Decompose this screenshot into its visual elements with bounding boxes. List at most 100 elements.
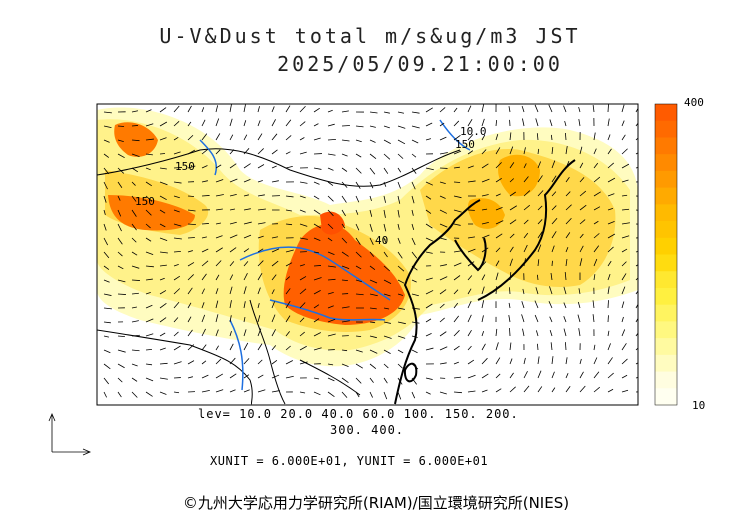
wind-vector xyxy=(131,125,138,127)
wind-vector xyxy=(411,125,420,129)
wind-vector xyxy=(621,329,626,337)
wind-vector xyxy=(523,370,528,379)
wind-vector xyxy=(145,377,154,382)
wind-vector xyxy=(551,231,557,239)
wind-vector xyxy=(103,363,111,370)
wind-vector xyxy=(369,167,376,175)
wind-vector xyxy=(173,181,182,184)
wind-vector xyxy=(593,148,597,155)
wind-vector xyxy=(453,150,462,155)
wind-vector xyxy=(621,148,628,155)
wind-vector xyxy=(550,134,553,141)
title-line-1: U-V&Dust total m/s&ug/m3 JST xyxy=(159,24,581,48)
wind-vector xyxy=(439,362,447,365)
wind-vector xyxy=(425,391,431,395)
wind-vector xyxy=(355,293,364,296)
wind-vector xyxy=(536,133,539,141)
wind-vector xyxy=(159,264,167,267)
wind-vector xyxy=(117,377,123,383)
wind-vector xyxy=(173,288,181,295)
wind-vector xyxy=(201,302,205,309)
wind-vector xyxy=(117,293,126,295)
wind-vector xyxy=(411,153,417,158)
wind-vector xyxy=(201,180,208,183)
wind-vector xyxy=(537,175,543,183)
wind-vector xyxy=(369,223,373,232)
wind-vector xyxy=(159,121,168,127)
wind-vector xyxy=(621,208,630,211)
wind-vector xyxy=(621,235,630,239)
wind-vector xyxy=(369,265,376,270)
wind-vector xyxy=(383,139,391,144)
wind-vector xyxy=(229,118,233,127)
coast-taiwan xyxy=(403,362,418,383)
wind-vector xyxy=(103,335,109,338)
wind-vector xyxy=(229,357,236,365)
wind-vector xyxy=(117,139,124,142)
wind-vector xyxy=(201,133,208,141)
wind-vector xyxy=(635,166,638,169)
wind-vector xyxy=(271,301,275,309)
wind-vector xyxy=(495,147,501,155)
wind-vector xyxy=(159,137,167,141)
wind-vector xyxy=(229,234,238,239)
wind-vector xyxy=(607,162,615,169)
wind-vector xyxy=(341,377,349,383)
wind-vector xyxy=(173,317,179,323)
wind-vector xyxy=(103,195,107,203)
wind-vector xyxy=(549,119,553,127)
wind-vector xyxy=(411,209,414,216)
wind-vector xyxy=(341,279,348,282)
wind-vector xyxy=(257,208,266,211)
wind-vector xyxy=(327,333,336,337)
wind-vector xyxy=(369,237,374,245)
wind-vector xyxy=(383,181,387,187)
wind-vector xyxy=(117,265,124,270)
wind-vector xyxy=(159,167,167,170)
wind-vector xyxy=(243,358,250,365)
wind-vector xyxy=(481,286,485,295)
wind-vector xyxy=(523,147,526,155)
wind-vector xyxy=(535,330,539,337)
wind-vector xyxy=(271,314,276,323)
wind-vector xyxy=(397,125,406,129)
wind-vector xyxy=(313,137,321,141)
wind-vector xyxy=(215,194,224,197)
wind-vector xyxy=(355,167,362,174)
wind-vector xyxy=(313,277,322,281)
wind-vector xyxy=(159,317,167,323)
wind-vector xyxy=(509,246,514,253)
coast-korea xyxy=(454,237,487,272)
wind-vector xyxy=(607,372,614,379)
wind-vector xyxy=(299,209,306,213)
wind-vector xyxy=(313,167,322,170)
wind-vector xyxy=(313,195,320,200)
wind-vector xyxy=(159,251,168,254)
wind-vector xyxy=(243,374,250,379)
wind-vector xyxy=(509,178,515,183)
wind-vector xyxy=(521,314,525,323)
wind-vector xyxy=(271,260,279,267)
wind-vector xyxy=(607,330,610,337)
wind-vector xyxy=(285,135,292,141)
wind-vector xyxy=(215,274,220,281)
wind-vector xyxy=(607,118,610,127)
colorbar-swatch xyxy=(655,304,677,322)
wind-vector xyxy=(383,251,388,258)
wind-vector xyxy=(397,139,406,145)
wind-vector xyxy=(341,391,348,398)
wind-vector xyxy=(397,293,404,296)
wind-vector xyxy=(481,104,485,113)
wind-vector xyxy=(313,181,320,185)
dust-region-high1 xyxy=(108,195,195,231)
wind-vector xyxy=(271,119,276,127)
wind-vector xyxy=(355,377,362,384)
wind-vector xyxy=(145,109,152,113)
wind-vector xyxy=(453,135,461,141)
wind-vector xyxy=(467,390,476,393)
unit-vector-legend xyxy=(48,412,92,456)
wind-vector xyxy=(397,209,400,218)
wind-vector xyxy=(229,221,237,225)
wind-vector xyxy=(131,279,140,281)
wind-vector xyxy=(577,314,581,323)
